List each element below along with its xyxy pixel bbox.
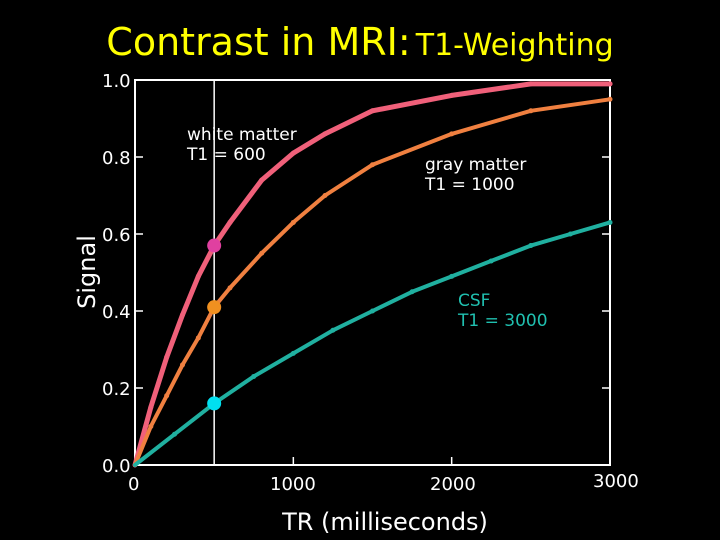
marker-gray-matter <box>207 300 222 315</box>
data-point <box>449 92 455 98</box>
data-point <box>607 81 613 87</box>
data-point <box>528 108 534 114</box>
x-tick-label: 2000 <box>430 474 476 495</box>
x-axis-ticks: 0 1000 2000 3000 <box>128 457 639 495</box>
y-axis-label: Signal <box>73 235 101 309</box>
y-axis-ticks: 0.0 0.2 0.4 0.6 0.8 1.0 <box>102 71 610 477</box>
data-point <box>195 273 201 279</box>
x-axis-label: TR (milliseconds) <box>281 508 488 536</box>
y-tick-label: 0.0 <box>102 456 131 477</box>
series-line-gray-matter <box>133 97 612 467</box>
plot-frame <box>134 79 611 466</box>
marker-white-matter <box>207 238 222 253</box>
slide-title: Contrast in MRI: T1-Weighting <box>0 20 720 64</box>
data-point <box>409 289 415 295</box>
data-point <box>488 258 494 264</box>
y-tick-label: 0.6 <box>102 225 131 246</box>
data-point <box>370 108 375 114</box>
data-point <box>290 219 296 225</box>
data-point <box>180 362 185 368</box>
data-point <box>370 162 375 168</box>
data-point <box>227 285 233 291</box>
data-point <box>148 424 154 429</box>
data-point <box>370 308 375 314</box>
annotation-csf-0: CSF <box>458 291 490 311</box>
data-point <box>449 131 455 137</box>
y-tick-label: 0.4 <box>102 302 131 323</box>
data-point <box>164 354 170 360</box>
data-point <box>259 250 265 256</box>
annotation-gray-matter-0: gray matter <box>425 155 526 175</box>
marker-csf <box>207 396 222 411</box>
data-point <box>330 327 336 333</box>
data-point <box>528 243 534 249</box>
annotation-white-matter-1: T1 = 600 <box>186 145 266 165</box>
data-point <box>227 219 233 225</box>
x-tick-label: 3000 <box>593 471 639 492</box>
data-point <box>251 373 257 379</box>
data-point <box>607 219 613 225</box>
data-point <box>290 350 296 356</box>
annotation-gray-matter-1: T1 = 1000 <box>424 175 515 195</box>
data-point <box>528 81 534 87</box>
title-sub: T1-Weighting <box>415 28 614 63</box>
annotation-csf-1: T1 = 3000 <box>457 311 548 331</box>
y-tick-label: 0.2 <box>102 379 131 400</box>
x-tick-label: 1000 <box>270 474 316 495</box>
title-main: Contrast in MRI: <box>106 20 411 64</box>
data-point <box>164 393 170 399</box>
data-point <box>195 335 201 341</box>
y-tick-label: 1.0 <box>102 71 131 92</box>
annotation-white-matter-0: white matter <box>187 125 297 145</box>
data-point <box>172 431 178 437</box>
data-point <box>148 404 154 410</box>
data-point <box>449 273 455 279</box>
data-point <box>180 312 185 318</box>
data-point <box>322 131 328 137</box>
y-tick-label: 0.8 <box>102 148 131 169</box>
x-tick-label: 0 <box>128 474 139 495</box>
series-markers <box>207 238 222 411</box>
data-point <box>290 150 296 156</box>
data-point <box>322 193 328 198</box>
data-point <box>607 96 613 102</box>
series-line-white-matter <box>132 81 613 468</box>
data-point <box>259 177 265 183</box>
data-point <box>567 231 573 237</box>
